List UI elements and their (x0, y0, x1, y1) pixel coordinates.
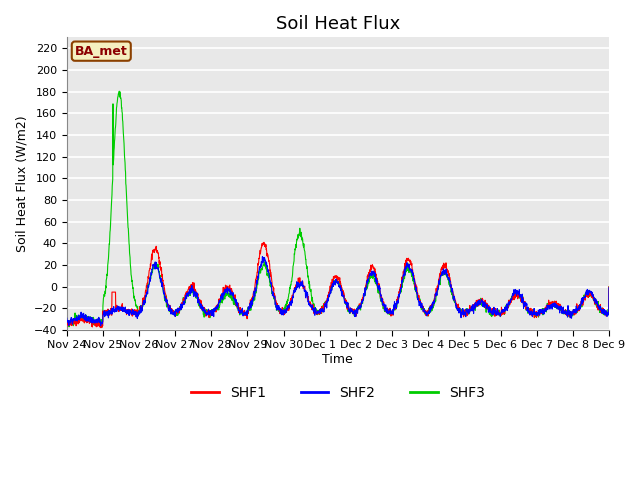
Text: BA_met: BA_met (75, 45, 127, 58)
Legend: SHF1, SHF2, SHF3: SHF1, SHF2, SHF3 (186, 380, 490, 405)
Title: Soil Heat Flux: Soil Heat Flux (276, 15, 400, 33)
Y-axis label: Soil Heat Flux (W/m2): Soil Heat Flux (W/m2) (15, 115, 28, 252)
X-axis label: Time: Time (323, 353, 353, 366)
